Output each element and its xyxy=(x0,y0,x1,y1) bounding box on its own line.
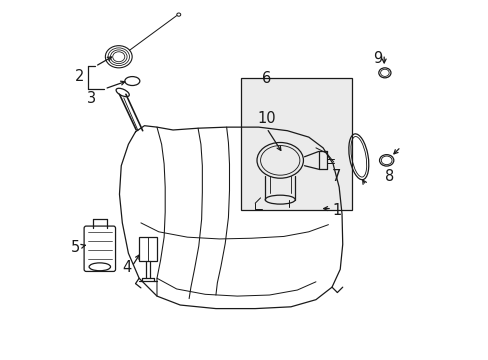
Text: 5: 5 xyxy=(71,240,81,255)
Text: 4: 4 xyxy=(122,260,131,275)
Text: 9: 9 xyxy=(372,51,382,66)
Text: 10: 10 xyxy=(257,111,275,126)
Text: 1: 1 xyxy=(332,203,341,218)
Text: 2: 2 xyxy=(75,69,84,84)
Text: 3: 3 xyxy=(87,91,96,106)
Text: 8: 8 xyxy=(384,169,393,184)
FancyBboxPatch shape xyxy=(241,78,351,210)
Text: 6: 6 xyxy=(262,71,271,86)
Text: 7: 7 xyxy=(330,169,340,184)
